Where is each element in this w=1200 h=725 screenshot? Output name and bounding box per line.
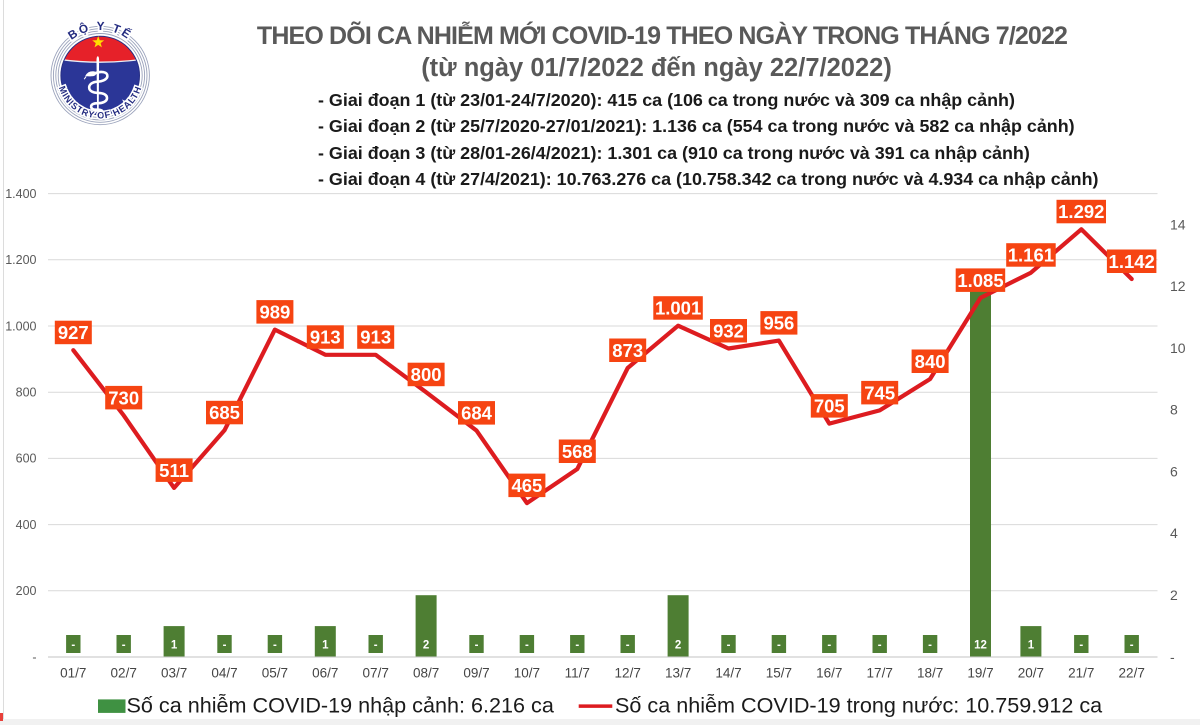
svg-text:873: 873 xyxy=(612,340,643,361)
svg-text:17/7: 17/7 xyxy=(867,666,893,681)
svg-text:1.161: 1.161 xyxy=(1008,245,1054,266)
svg-text:18/7: 18/7 xyxy=(917,666,943,681)
svg-text:2: 2 xyxy=(423,639,429,651)
svg-text:-: - xyxy=(777,639,781,651)
svg-text:465: 465 xyxy=(511,475,542,496)
svg-text:989: 989 xyxy=(259,302,290,323)
svg-text:05/7: 05/7 xyxy=(262,666,288,681)
svg-text:927: 927 xyxy=(58,322,89,343)
svg-text:08/7: 08/7 xyxy=(413,666,439,681)
svg-text:-: - xyxy=(475,639,479,651)
svg-text:22/7: 22/7 xyxy=(1119,666,1145,681)
svg-text:568: 568 xyxy=(562,441,593,462)
svg-text:-: - xyxy=(827,639,831,651)
svg-text:Số ca nhiễm COVID-19 nhập cảnh: Số ca nhiễm COVID-19 nhập cảnh: 6.216 ca xyxy=(127,693,555,718)
svg-text:12/7: 12/7 xyxy=(615,666,641,681)
svg-text:1: 1 xyxy=(1028,639,1035,651)
svg-text:-: - xyxy=(727,639,731,651)
svg-text:-: - xyxy=(223,639,227,651)
svg-text:06/7: 06/7 xyxy=(312,666,338,681)
svg-text:705: 705 xyxy=(814,396,845,417)
svg-text:09/7: 09/7 xyxy=(463,666,489,681)
svg-text:-: - xyxy=(1170,649,1175,665)
svg-text:8: 8 xyxy=(1170,402,1178,418)
svg-text:14: 14 xyxy=(1170,216,1186,232)
svg-text:6: 6 xyxy=(1170,463,1178,479)
svg-text:-: - xyxy=(525,639,529,651)
svg-text:1.085: 1.085 xyxy=(957,270,1003,291)
svg-text:16/7: 16/7 xyxy=(816,666,842,681)
svg-text:2: 2 xyxy=(1170,587,1178,603)
svg-text:1.142: 1.142 xyxy=(1109,251,1155,272)
svg-text:13/7: 13/7 xyxy=(665,666,691,681)
svg-text:-: - xyxy=(626,639,630,651)
svg-text:-: - xyxy=(32,650,36,664)
svg-text:913: 913 xyxy=(360,327,391,348)
svg-text:-: - xyxy=(575,639,579,651)
svg-text:511: 511 xyxy=(159,460,189,481)
svg-text:1.200: 1.200 xyxy=(5,253,36,267)
svg-text:19/7: 19/7 xyxy=(967,666,993,681)
svg-text:1.000: 1.000 xyxy=(5,319,36,333)
svg-text:684: 684 xyxy=(461,403,493,424)
svg-text:21/7: 21/7 xyxy=(1068,666,1094,681)
svg-text:-: - xyxy=(1079,639,1083,651)
svg-text:1: 1 xyxy=(171,639,178,651)
svg-text:400: 400 xyxy=(16,518,37,532)
svg-text:11/7: 11/7 xyxy=(565,666,590,681)
svg-text:Số ca nhiễm COVID-19 trong nướ: Số ca nhiễm COVID-19 trong nước: 10.759.… xyxy=(615,693,1103,718)
svg-text:913: 913 xyxy=(310,327,341,348)
svg-text:-: - xyxy=(122,639,126,651)
svg-text:956: 956 xyxy=(763,313,794,334)
svg-text:20/7: 20/7 xyxy=(1018,666,1044,681)
svg-text:04/7: 04/7 xyxy=(211,666,237,681)
svg-text:-: - xyxy=(273,639,277,651)
svg-text:1.400: 1.400 xyxy=(5,187,36,201)
svg-text:1.001: 1.001 xyxy=(655,298,701,319)
svg-text:2: 2 xyxy=(675,639,681,651)
svg-text:10/7: 10/7 xyxy=(514,666,540,681)
svg-text:200: 200 xyxy=(16,584,37,598)
svg-text:07/7: 07/7 xyxy=(363,666,389,681)
svg-text:-: - xyxy=(878,639,882,651)
svg-text:800: 800 xyxy=(411,364,442,385)
svg-text:-: - xyxy=(71,639,75,651)
svg-text:-: - xyxy=(928,639,932,651)
svg-text:685: 685 xyxy=(209,402,240,423)
svg-text:1: 1 xyxy=(322,639,329,651)
svg-text:730: 730 xyxy=(108,387,139,408)
svg-text:15/7: 15/7 xyxy=(766,666,792,681)
svg-text:12: 12 xyxy=(1170,278,1186,294)
svg-text:02/7: 02/7 xyxy=(111,666,137,681)
svg-text:840: 840 xyxy=(915,351,946,372)
svg-text:-: - xyxy=(1130,639,1134,651)
svg-text:12: 12 xyxy=(974,639,987,651)
svg-text:10: 10 xyxy=(1170,340,1186,356)
svg-text:4: 4 xyxy=(1170,525,1178,541)
svg-text:745: 745 xyxy=(864,382,895,403)
svg-text:600: 600 xyxy=(16,452,37,466)
svg-text:1.292: 1.292 xyxy=(1058,201,1104,222)
svg-text:14/7: 14/7 xyxy=(715,666,741,681)
svg-text:03/7: 03/7 xyxy=(161,666,187,681)
svg-text:932: 932 xyxy=(713,320,744,341)
svg-text:-: - xyxy=(374,639,378,651)
svg-text:800: 800 xyxy=(16,386,37,400)
svg-text:01/7: 01/7 xyxy=(60,666,86,681)
